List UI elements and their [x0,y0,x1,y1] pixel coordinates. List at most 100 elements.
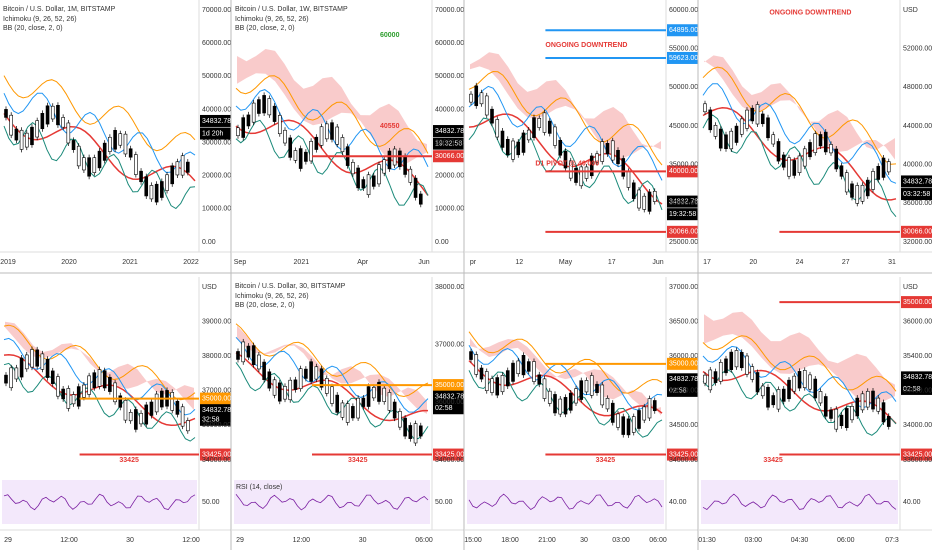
candle-body [277,115,282,135]
rsi-pane [467,480,664,524]
price-tag: 19:32:58 [669,211,696,218]
time-axis-label: Jun [418,259,429,266]
candle-body [808,142,812,158]
candle-body [724,358,728,374]
ichimoku-cloud [704,311,895,405]
candle-body [144,404,149,425]
price-axis-label: 44000.00 [903,123,932,130]
price-tag: 33425.00 [669,451,698,458]
price-tag: 35000.00 [435,382,464,389]
rsi-title: RSI (14, close) [236,484,282,491]
candle-body [621,416,626,435]
candle-body [652,400,657,412]
candle-body [50,105,55,120]
candle-body [108,376,112,392]
annotation: 33425 [119,457,139,464]
candle-body [149,401,154,416]
candle-body [484,95,489,116]
candle-body [818,391,823,404]
candle-body [537,118,542,128]
candle-body [574,388,578,404]
candle-body [855,397,860,417]
price-axis-label: USD [202,284,217,291]
price-tag-bg [200,448,231,461]
indicator-line [468,344,663,411]
candle-body [377,381,381,402]
price-tag: 30066.00 [669,229,698,236]
candle-body [813,133,818,153]
price-axis-label: 35400.00 [903,353,932,360]
price-axis-label: 50000.00 [435,73,464,80]
price-axis-label: 37000.00 [202,388,231,395]
candle-body [180,155,185,176]
price-tag-bg [433,150,464,163]
candle-body [850,183,854,198]
candle-body [563,397,568,415]
candle-body [186,161,190,173]
candle-body [771,134,776,145]
time-axis-label: 12 [515,259,523,266]
candle-body [50,370,55,384]
candle-body [595,383,599,394]
candle-body [154,183,159,203]
candle-body [839,165,844,177]
candle-body [102,142,107,161]
price-axis-label: 40000.00 [202,106,231,113]
price-tag: 19:32:58 [435,140,462,147]
candle-body [335,126,340,145]
candle-body [505,139,510,156]
candle-body [293,150,298,161]
candle-body [19,129,24,150]
price-axis-label: 0.00 [202,239,216,246]
price-tag-bg [667,195,698,208]
candle-body [589,155,594,177]
candle-body [568,392,573,411]
rsi-pane [701,480,898,524]
candle-body [600,384,605,406]
time-axis-label: 27 [842,259,850,266]
candle-body [787,157,791,177]
price-axis-label: 34000.00 [435,457,464,464]
candle-body [123,399,128,421]
candle-body [479,92,484,105]
candle-body [262,95,266,114]
price-axis-label: 10000.00 [202,206,231,213]
candle-body [563,151,568,169]
candle-body [621,158,626,177]
candle-body [186,420,190,432]
indicator-label: Ichimoku (9, 26, 52, 26) [3,16,77,23]
candle-body [542,112,547,133]
price-axis-label: 34500.00 [669,422,698,429]
ichimoku-cloud [470,337,661,416]
time-axis-label: May [559,259,573,266]
candle-body [351,162,355,175]
price-tag: 35000.00 [903,299,932,306]
candle-body [516,141,521,156]
price-axis-label: 32000.00 [903,239,932,246]
candle-body [771,395,776,406]
candle-body [631,416,636,433]
candle-body [30,349,34,368]
time-axis-label: 31 [888,259,896,266]
price-axis-label: 36000.00 [202,422,231,429]
candle-body [377,164,381,185]
price-axis-label: 33600.00 [903,457,932,464]
candle-body [139,170,143,183]
candle-body [781,388,786,402]
price-tag-bg [901,175,932,188]
candle-body [180,406,185,427]
candle-body [351,406,355,419]
candle-body [642,195,647,210]
annotation: 33425 [348,457,368,464]
candle-body [76,386,81,407]
chart-panel: 64895.00 59623.00 40000.00 34832.78 19:32:58… [465,0,698,266]
indicator-label: BB (20, close, 2, 0) [235,302,295,309]
candle-body [66,388,71,409]
candle-body [118,395,123,408]
candle-body [345,403,350,423]
indicator-line [702,335,897,392]
candle-body [886,161,891,173]
price-tag: 34832.78 [903,178,932,185]
annotation: 33425 [763,457,783,464]
candle-body [97,369,102,387]
